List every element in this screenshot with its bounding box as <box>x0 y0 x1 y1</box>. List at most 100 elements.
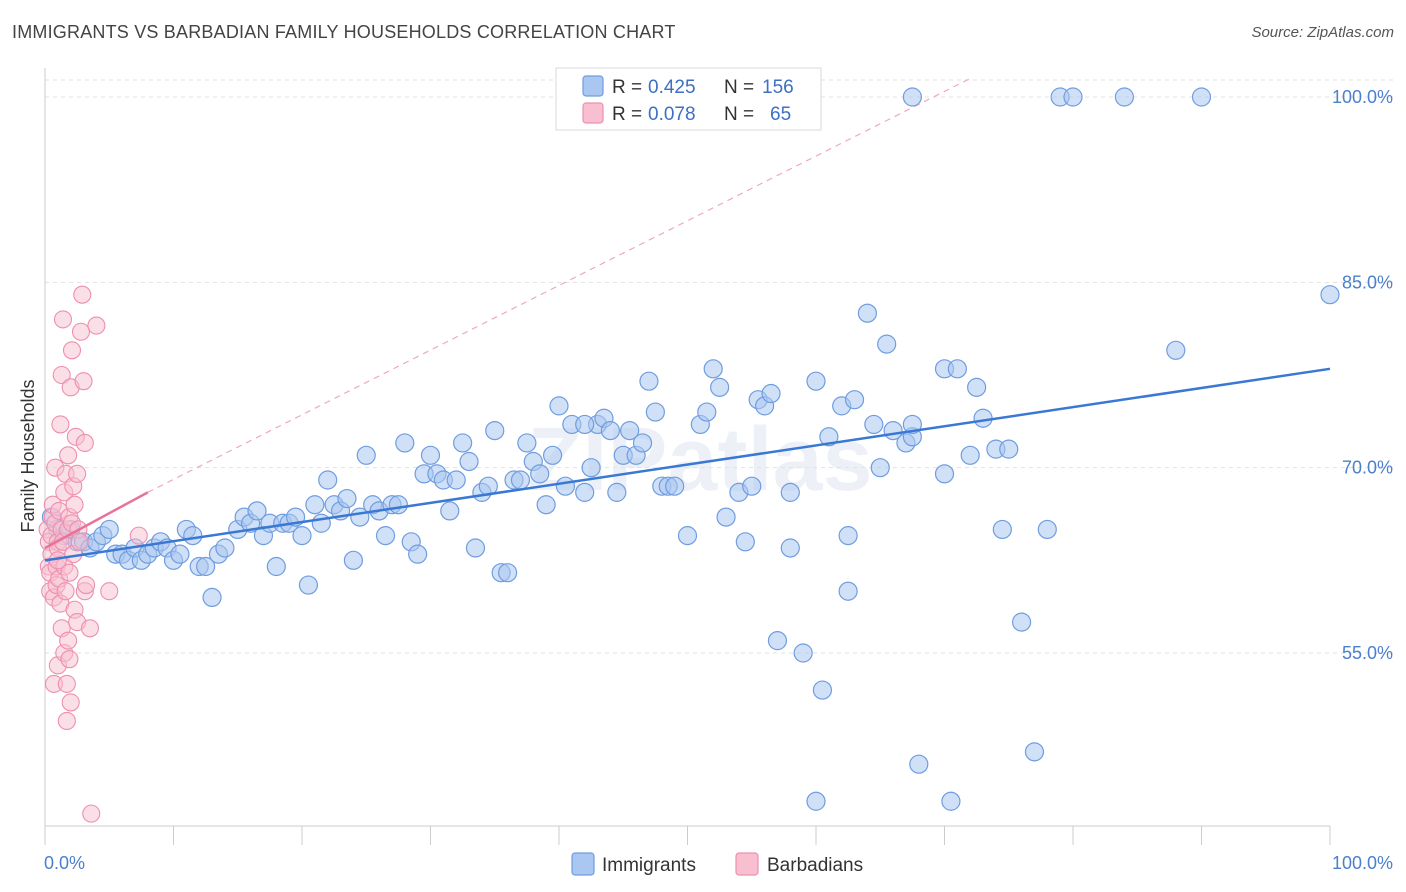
immigrants-point <box>973 408 993 428</box>
barbadians-point <box>59 446 78 465</box>
immigrants-point <box>1320 285 1340 305</box>
barbadians-point <box>100 582 119 601</box>
barbadians-point <box>59 631 78 650</box>
immigrants-point <box>1024 742 1045 762</box>
immigrants-point <box>838 526 858 546</box>
barbadians-trend-line <box>44 491 149 550</box>
immigrants-point <box>780 538 800 558</box>
immigrants-point <box>992 519 1012 540</box>
immigrants-point <box>761 383 781 404</box>
x-tick-labels: 0.0% 100.0% <box>44 853 1393 873</box>
y-tick-label: 55.0% <box>1342 643 1393 663</box>
barbadians-point <box>60 650 79 669</box>
immigrants-point <box>703 359 723 379</box>
barbadians-point <box>75 433 94 453</box>
legend-immigrants-swatch <box>571 852 595 876</box>
immigrants-point <box>183 526 203 546</box>
legend-n-value-barbadians: 65 <box>770 104 791 125</box>
source-label: Source: ZipAtlas.com <box>1251 24 1394 41</box>
immigrants-point <box>677 526 698 546</box>
barbadians-point <box>82 804 101 823</box>
axes <box>44 68 1331 845</box>
y-axis-label: Family Households <box>18 379 38 532</box>
barbadians-point <box>73 285 92 304</box>
immigrants-point <box>600 421 621 441</box>
legend-r-label-immigrants: R = <box>612 77 642 98</box>
legend-immigrants-label: Immigrants <box>602 855 696 876</box>
immigrants-point <box>819 427 839 447</box>
immigrants-point <box>408 544 428 564</box>
barbadians-point <box>57 711 76 731</box>
immigrants-point <box>395 433 415 453</box>
immigrants-point <box>838 581 858 601</box>
immigrants-point <box>632 433 653 453</box>
immigrants-point <box>941 791 961 811</box>
legend-n-value-immigrants: 156 <box>762 77 794 98</box>
immigrants-point <box>844 390 865 410</box>
barbadians-point <box>52 365 71 385</box>
legend-n-label-barbadians: N = <box>724 104 754 125</box>
immigrants-point <box>999 439 1019 459</box>
y-tick-label: 70.0% <box>1342 458 1393 478</box>
immigrants-point <box>581 458 601 478</box>
immigrants-point <box>902 414 922 435</box>
immigrants-point <box>446 470 466 490</box>
stats-legend: R = 0.425 N = 156 R = 0.078 N = 65 <box>555 67 822 131</box>
immigrants-point <box>806 791 826 811</box>
barbadians-point <box>70 532 89 551</box>
immigrants-point <box>536 495 556 515</box>
immigrants-point <box>202 587 222 608</box>
legend-barbadians-label: Barbadians <box>767 855 863 876</box>
y-tick-labels: 55.0% 70.0% 85.0% 100.0% <box>1332 87 1393 663</box>
immigrants-point <box>877 334 897 354</box>
immigrants-point <box>555 476 576 496</box>
immigrants-point <box>215 538 235 558</box>
legend-n-label-immigrants: N = <box>724 77 754 98</box>
immigrants-point <box>337 488 357 509</box>
y-tick-label: 85.0% <box>1342 272 1393 292</box>
immigrants-point <box>292 526 312 546</box>
immigrants-point <box>967 377 987 397</box>
barbadians-point <box>77 575 96 595</box>
immigrants-point <box>665 476 685 496</box>
immigrants-point <box>620 421 640 441</box>
immigrants-point <box>498 563 518 583</box>
immigrants-point <box>99 519 119 540</box>
immigrants-point <box>902 87 922 107</box>
immigrants-point <box>793 643 813 663</box>
immigrants-point <box>1191 87 1212 107</box>
immigrants-point <box>697 402 717 422</box>
immigrants-point <box>1114 87 1135 107</box>
immigrants-point <box>549 396 569 416</box>
barbadians-point <box>68 464 87 483</box>
legend-barbadians-swatch <box>735 852 759 876</box>
immigrants-point <box>864 414 884 435</box>
barbadians-point <box>71 322 91 341</box>
immigrants-point <box>266 556 286 577</box>
immigrants-point <box>485 421 505 441</box>
immigrants-point <box>716 507 736 527</box>
barbadians-point <box>61 693 80 712</box>
barbadians-point <box>129 526 148 545</box>
immigrants-point <box>465 538 486 558</box>
x-tick-label: 0.0% <box>44 853 85 873</box>
immigrants-point <box>356 445 376 465</box>
immigrants-swatch <box>582 75 604 97</box>
immigrants-point <box>247 501 267 521</box>
data-points <box>38 87 1340 823</box>
trend-lines <box>44 367 1331 562</box>
immigrants-point <box>645 402 665 422</box>
immigrants-point <box>305 495 325 515</box>
immigrants-point <box>934 464 955 484</box>
immigrants-point <box>318 470 338 490</box>
immigrants-point <box>459 451 479 472</box>
barbadians-point <box>60 563 79 582</box>
immigrants-trend-line <box>44 367 1331 562</box>
immigrants-point <box>298 575 319 595</box>
immigrants-point <box>510 470 531 490</box>
immigrants-point <box>909 754 929 774</box>
chart-title: IMMIGRANTS VS BARBADIAN FAMILY HOUSEHOLD… <box>12 22 676 42</box>
immigrants-point <box>735 532 755 552</box>
immigrants-point <box>1011 612 1032 632</box>
